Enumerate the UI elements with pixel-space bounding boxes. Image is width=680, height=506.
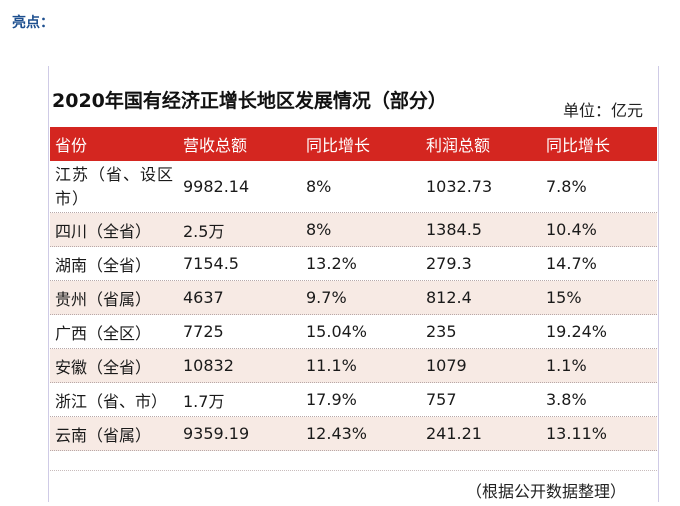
province-cell: 广西（全区）: [55, 323, 152, 343]
profit-growth-cell: 7.8%: [546, 177, 587, 196]
revenue-cell: 4637: [183, 288, 224, 307]
revenue-cell: 2.5万: [183, 221, 225, 241]
revenue-growth-cell: 15.04%: [306, 322, 368, 341]
province-cell: 江苏（省、设区市）: [55, 164, 175, 208]
data-table: 省份 营收总额 同比增长 利润总额 同比增长 江苏（省、设区市） 9982.14…: [50, 127, 657, 451]
border-right: [658, 66, 659, 502]
profit-growth-cell: 19.24%: [546, 322, 608, 341]
profit-cell: 1079: [426, 356, 467, 375]
profit-growth-cell: 10.4%: [546, 220, 597, 239]
profit-growth-cell: 1.1%: [546, 356, 587, 375]
province-cell: 湖南（全省）: [55, 255, 152, 275]
revenue-growth-cell: 8%: [306, 220, 332, 239]
column-header: 同比增长: [546, 136, 611, 155]
column-header: 利润总额: [426, 136, 491, 155]
source-note: （根据公开数据整理）: [466, 482, 627, 501]
profit-growth-cell: 15%: [546, 288, 582, 307]
revenue-growth-cell: 9.7%: [306, 288, 347, 307]
profit-cell: 241.21: [426, 424, 482, 443]
table-row: 湖南（全省） 7154.5 13.2% 279.3 14.7%: [50, 247, 657, 281]
revenue-cell: 10832: [183, 356, 234, 375]
unit-label: 单位：亿元: [563, 101, 644, 120]
profit-cell: 235: [426, 322, 457, 341]
table-header: 省份 营收总额 同比增长 利润总额 同比增长: [50, 127, 657, 161]
profit-cell: 1032.73: [426, 177, 493, 196]
table-row: 江苏（省、设区市） 9982.14 8% 1032.73 7.8%: [50, 161, 657, 213]
table-row: 广西（全区） 7725 15.04% 235 19.24%: [50, 315, 657, 349]
revenue-cell: 7725: [183, 322, 224, 341]
revenue-growth-cell: 8%: [306, 177, 332, 196]
profit-cell: 279.3: [426, 254, 472, 273]
province-cell: 安徽（全省）: [55, 357, 152, 377]
border-left: [48, 66, 49, 502]
profit-growth-cell: 14.7%: [546, 254, 597, 273]
table-title: 2020年国有经济正增长地区发展情况（部分）: [52, 90, 447, 112]
revenue-cell: 7154.5: [183, 254, 239, 273]
province-cell: 四川（全省）: [55, 221, 152, 241]
column-header: 营收总额: [183, 136, 248, 155]
revenue-growth-cell: 17.9%: [306, 390, 357, 409]
revenue-growth-cell: 11.1%: [306, 356, 357, 375]
revenue-cell: 9359.19: [183, 424, 250, 443]
column-header: 同比增长: [306, 136, 371, 155]
profit-cell: 1384.5: [426, 220, 482, 239]
revenue-cell: 9982.14: [183, 177, 250, 196]
table-row: 浙江（省、市） 1.7万 17.9% 757 3.8%: [50, 383, 657, 417]
profit-growth-cell: 13.11%: [546, 424, 608, 443]
column-header: 省份: [55, 136, 88, 155]
revenue-growth-cell: 12.43%: [306, 424, 368, 443]
table-row: 贵州（省属） 4637 9.7% 812.4 15%: [50, 281, 657, 315]
table-row: 云南（省属） 9359.19 12.43% 241.21 13.11%: [50, 417, 657, 451]
table-row: 四川（全省） 2.5万 8% 1384.5 10.4%: [50, 213, 657, 247]
profit-growth-cell: 3.8%: [546, 390, 587, 409]
revenue-cell: 1.7万: [183, 391, 225, 411]
province-cell: 云南（省属）: [55, 425, 152, 445]
profit-cell: 812.4: [426, 288, 472, 307]
province-cell: 贵州（省属）: [55, 289, 152, 309]
section-heading: 亮点：: [12, 15, 54, 31]
province-cell: 浙江（省、市）: [55, 391, 168, 411]
table-row: 安徽（全省） 10832 11.1% 1079 1.1%: [50, 349, 657, 383]
divider: [50, 470, 657, 471]
profit-cell: 757: [426, 390, 457, 409]
revenue-growth-cell: 13.2%: [306, 254, 357, 273]
